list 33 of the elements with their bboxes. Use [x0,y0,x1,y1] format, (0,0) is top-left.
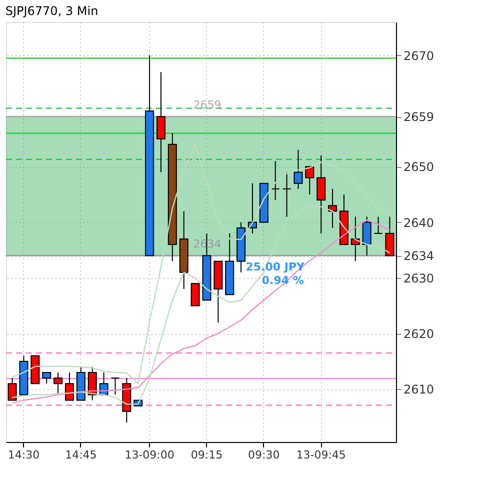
y-tick-label: 2610 [404,382,434,397]
y-tick-label: 2650 [404,160,434,174]
candlestick [270,160,280,201]
y-tick-label: 2670 [404,48,434,63]
candlestick [316,155,326,234]
candlestick [374,216,383,234]
candlestick [190,282,200,306]
annotation: 0.94 % [262,274,304,288]
candlestick [294,149,303,190]
line-series [12,144,390,384]
x-tick-label: 09:30 [248,448,280,462]
candlestick [64,372,74,401]
candlestick [362,216,372,256]
candlestick [385,216,394,256]
candlestick [328,188,338,228]
y-tick-label: 2640 [404,216,434,230]
chart-title: SJPJ6770, 3 Min [5,4,98,18]
candlestick [54,372,63,396]
x-tick-label: 14:45 [65,448,97,462]
candlestick [305,166,314,195]
y-tick-label: 2634 [404,249,434,264]
candlestick [42,372,52,384]
y-tick-label: 2620 [404,327,434,342]
x-tick-label: 13-09:45 [296,448,346,462]
y-tick-label: 2630 [404,271,434,286]
candlestick [282,172,292,218]
x-tick-label: 09:15 [190,448,223,462]
candlestick [8,378,17,401]
y-tick-label: 2659 [404,110,434,124]
x-tick-label: 13-09:00 [124,448,174,462]
candlestick [156,72,166,173]
x-tick-label: 14:30 [8,448,40,462]
candlestick [110,378,120,396]
